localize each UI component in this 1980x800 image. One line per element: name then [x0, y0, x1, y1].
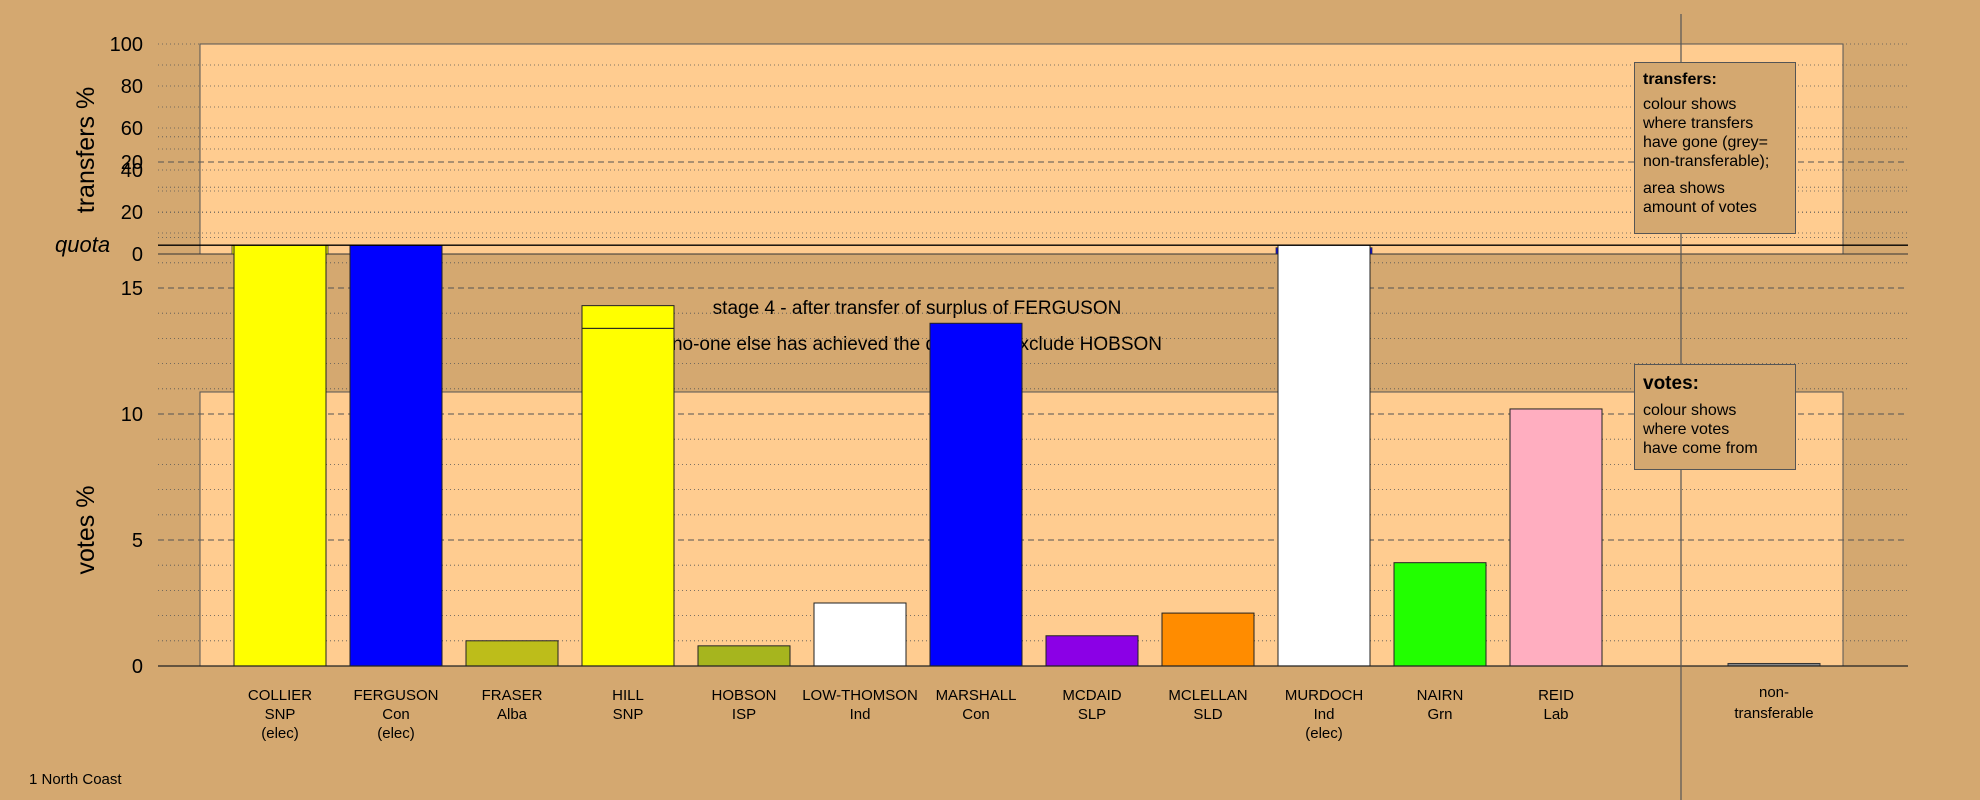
candidate-party-label: Con — [382, 706, 410, 723]
vote-bar-segment — [1161, 612, 1255, 667]
transfers-y-tick-label: 20 — [121, 202, 143, 224]
quota-label: quota — [55, 232, 110, 257]
candidate-party-label: Ind — [1314, 706, 1335, 723]
votes-legend-title: votes: — [1643, 373, 1699, 394]
votes-y-tick-label: 15 — [121, 278, 143, 300]
candidate-party-label: SLD — [1193, 706, 1222, 723]
votes-y-tick-label: 20 — [121, 152, 143, 174]
transfers-plot-area — [199, 43, 1844, 255]
candidate-name-label: LOW-THOMSON — [802, 687, 918, 704]
candidate-name-label: FERGUSON — [353, 687, 438, 704]
transfers-legend-title: transfers: — [1643, 71, 1717, 88]
vote-bar-segment — [581, 305, 675, 329]
transfers-y-tick-label: 80 — [121, 76, 143, 98]
vote-bar-segment — [465, 640, 559, 667]
candidate-name-label: HILL — [612, 687, 644, 704]
votes-legend-line: have come from — [1643, 440, 1758, 457]
transfers-legend-line: amount of votes — [1643, 199, 1757, 216]
candidate-party-label: SNP — [613, 706, 644, 723]
votes-y-tick-label: 5 — [132, 530, 143, 552]
candidate-name-label: HOBSON — [711, 687, 776, 704]
candidate-party-label: Con — [962, 706, 990, 723]
votes-legend-line: colour shows — [1643, 402, 1737, 419]
candidate-status-label: (elec) — [377, 725, 415, 742]
votes-y-tick-label: 10 — [121, 404, 143, 426]
candidate-name-label: MCDAID — [1062, 687, 1121, 704]
candidate-party-label: Lab — [1543, 706, 1568, 723]
candidate-name-label: FRASER — [482, 687, 543, 704]
candidate-party-label: Ind — [850, 706, 871, 723]
transfers-y-tick-label: 100 — [110, 34, 143, 56]
candidate-party-label: SNP — [265, 706, 296, 723]
transfers-legend-line: area shows — [1643, 180, 1725, 197]
footer-note: 1 North Coast — [29, 771, 122, 788]
votes-y-tick-label: 0 — [132, 656, 143, 678]
transfers-y-tick-label: 60 — [121, 118, 143, 140]
stage-subtitle: no-one else has achieved the quota, so e… — [672, 334, 1162, 355]
vote-bar-segment — [813, 602, 907, 667]
transfers-legend-line: have gone (grey= — [1643, 134, 1768, 151]
vote-bar-segment — [1045, 635, 1139, 667]
transfers-y-tick-label: 0 — [132, 244, 143, 266]
non-transferable-label: transferable — [1734, 705, 1813, 722]
vote-bar-segment — [581, 327, 675, 667]
candidate-party-label: Alba — [497, 706, 528, 723]
votes-legend-line: where votes — [1643, 421, 1730, 438]
transfers-y-axis-label: transfers % — [72, 87, 100, 213]
stage-title: stage 4 - after transfer of surplus of F… — [713, 298, 1122, 319]
vote-bar-segment — [1277, 244, 1371, 667]
vote-bar-segment — [1509, 408, 1603, 667]
candidate-party-label: Grn — [1427, 706, 1452, 723]
vote-bar-segment — [233, 244, 327, 667]
vote-bar-segment — [349, 244, 443, 667]
candidate-name-label: COLLIER — [248, 687, 312, 704]
candidate-name-label: MCLELLAN — [1168, 687, 1247, 704]
candidate-status-label: (elec) — [261, 725, 299, 742]
vote-bar-segment — [1393, 562, 1487, 667]
candidate-party-label: SLP — [1078, 706, 1106, 723]
votes-y-axis-label: votes % — [72, 486, 100, 575]
candidate-name-label: MARSHALL — [936, 687, 1017, 704]
candidate-status-label: (elec) — [1305, 725, 1343, 742]
candidate-name-label: NAIRN — [1417, 687, 1464, 704]
candidate-name-label: MURDOCH — [1285, 687, 1363, 704]
votes-legend: votes: colour shows where votes have com… — [1634, 364, 1796, 470]
candidate-party-label: ISP — [732, 706, 756, 723]
vote-bar-segment — [697, 645, 791, 667]
candidate-name-label: REID — [1538, 687, 1574, 704]
transfers-legend-line: colour shows — [1643, 96, 1737, 113]
transfers-y-tick-label: 40 — [121, 160, 143, 182]
transfers-legend-line: where transfers — [1643, 115, 1754, 132]
transfers-legend: transfers: colour shows where transfers … — [1634, 62, 1796, 234]
vote-bar-segment — [929, 322, 1023, 667]
transfers-legend-line: non-transferable); — [1643, 153, 1770, 170]
non-transferable-label: non- — [1759, 684, 1789, 701]
